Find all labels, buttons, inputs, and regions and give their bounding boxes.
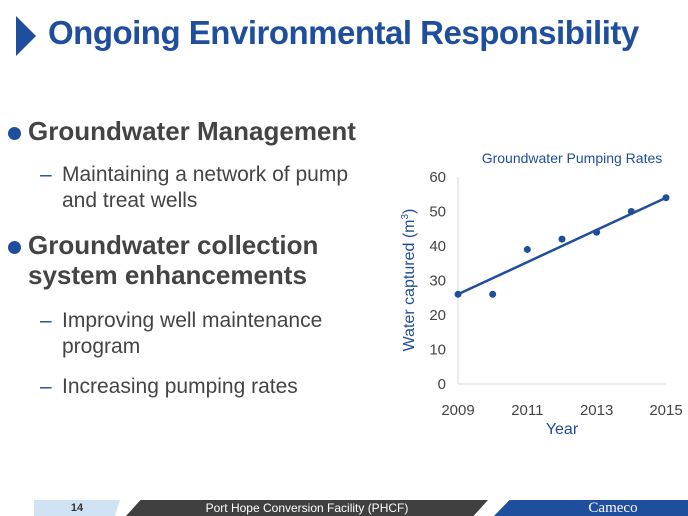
data-point xyxy=(593,228,601,236)
bullet-dot-icon xyxy=(8,127,21,140)
y-tick-label: 30 xyxy=(429,273,446,290)
dash-icon: – xyxy=(40,163,52,186)
data-point xyxy=(489,290,497,298)
sub-bullet-well-maintenance: – Improving well maintenance program xyxy=(40,308,323,360)
x-tick-label: 2015 xyxy=(649,402,682,419)
y-tick-label: 50 xyxy=(429,204,446,221)
bullet-collection-system: Groundwater collection system enhancemen… xyxy=(8,230,319,290)
y-tick-label: 40 xyxy=(429,238,446,255)
y-tick-label: 60 xyxy=(429,169,446,186)
x-tick-label: 2009 xyxy=(441,402,474,419)
y-tick-label: 0 xyxy=(438,376,446,393)
bullet-dot-icon xyxy=(8,241,21,254)
sub-bullet-line: program xyxy=(62,335,141,358)
slide-title: Ongoing Environmental Responsibility xyxy=(48,14,639,51)
sub-bullet-line: Maintaining a network of pump xyxy=(62,163,348,186)
data-point xyxy=(662,194,670,202)
chart-svg: Groundwater Pumping Rates 0102030405060 … xyxy=(400,150,683,438)
sub-bullet-line: Increasing pumping rates xyxy=(62,375,298,398)
sub-bullet-pump-treat: – Maintaining a network of pump and trea… xyxy=(40,162,348,214)
cameco-logo: Cameco xyxy=(494,500,688,516)
sub-bullet-line: Improving well maintenance xyxy=(62,309,323,332)
data-point xyxy=(627,208,635,215)
data-point xyxy=(523,245,531,253)
y-tick-label: 10 xyxy=(429,342,446,359)
x-axis-label: Year xyxy=(546,421,579,438)
y-axis-label: Water captured (m3) xyxy=(400,209,418,352)
dash-icon: – xyxy=(40,309,52,332)
bullet-groundwater-management: Groundwater Management xyxy=(8,116,356,146)
bullet-line: system enhancements xyxy=(28,260,307,290)
data-point xyxy=(454,290,462,298)
sub-bullet-line: and treat wells xyxy=(62,189,198,212)
page-number: 14 xyxy=(34,500,120,516)
chart-title: Groundwater Pumping Rates xyxy=(482,150,663,166)
trendline xyxy=(457,196,667,296)
bullet-line: Groundwater collection xyxy=(28,230,319,260)
footer-facility-name: Port Hope Conversion Facility (PHCF) xyxy=(126,500,488,516)
x-tick-label: 2013 xyxy=(580,402,613,419)
dash-icon: – xyxy=(40,375,52,398)
title-arrow-icon xyxy=(16,16,36,56)
x-tick-label: 2011 xyxy=(511,402,543,419)
bullet-text: Groundwater Management xyxy=(28,116,356,146)
y-tick-label: 20 xyxy=(429,307,446,324)
pumping-rates-chart: Groundwater Pumping Rates 0 10 20 30 40 50 60 … xyxy=(392,142,688,442)
data-point xyxy=(558,235,566,243)
sub-bullet-pumping-rates: – Increasing pumping rates xyxy=(40,374,298,400)
